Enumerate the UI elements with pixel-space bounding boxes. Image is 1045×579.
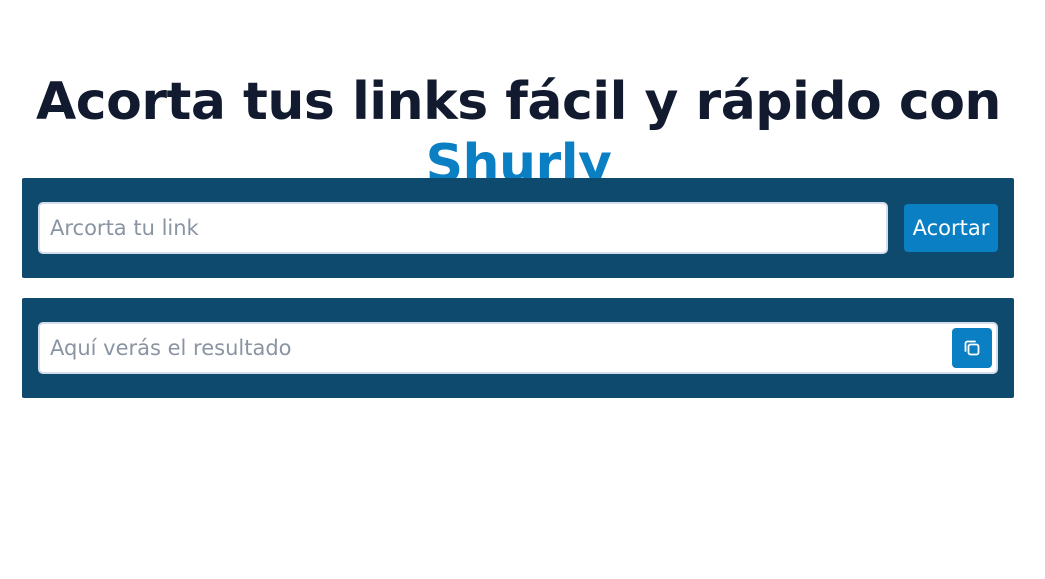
shorten-form-panel: Acortar: [22, 178, 1014, 278]
result-output[interactable]: [38, 322, 998, 374]
url-input[interactable]: [38, 202, 888, 254]
result-panel: [22, 298, 1014, 398]
page-title-text: Acorta tus links fácil y rápido con: [36, 71, 1001, 132]
copy-button[interactable]: [952, 328, 992, 368]
copy-icon: [964, 340, 980, 356]
page-title: Acorta tus links fácil y rápido con Shur…: [0, 71, 1037, 195]
shorten-button[interactable]: Acortar: [904, 204, 998, 252]
